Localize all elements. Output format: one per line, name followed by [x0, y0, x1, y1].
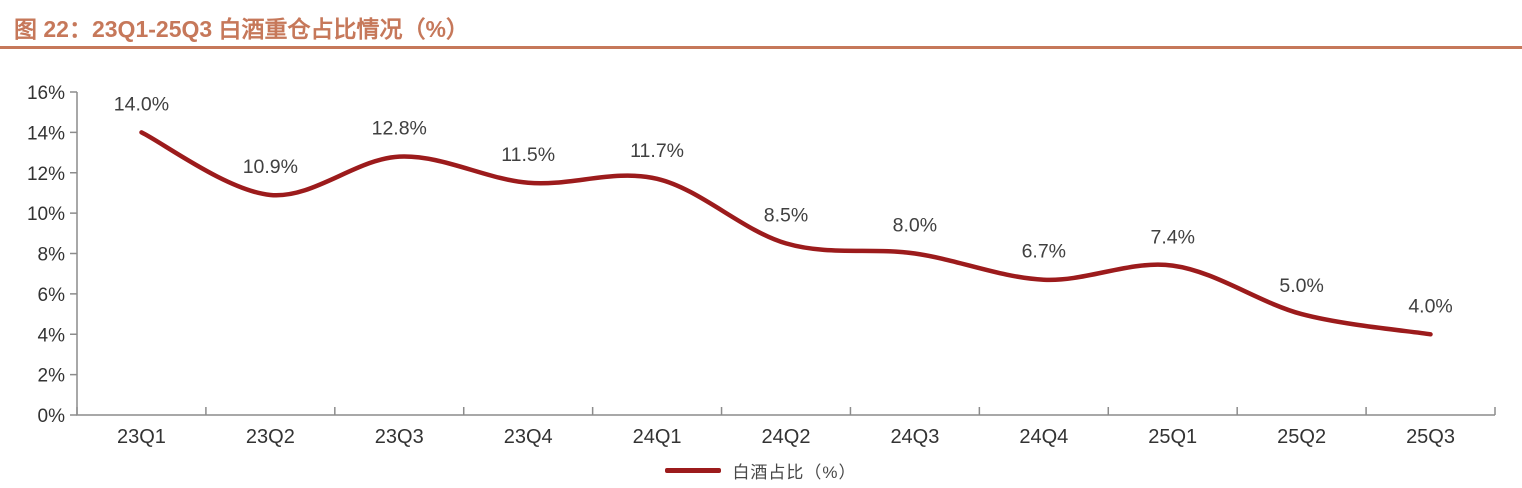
- data-label: 4.0%: [1408, 295, 1452, 317]
- data-label: 11.5%: [501, 144, 555, 166]
- data-label: 10.9%: [243, 156, 298, 178]
- y-axis-tick-label: 12%: [27, 164, 65, 185]
- x-axis-tick-label: 23Q1: [117, 426, 166, 448]
- y-axis-tick-label: 14%: [27, 123, 65, 144]
- baijiu-position-line-chart: 0% 2% 4% 6% 8% 10% 12% 14% 16% 23Q1 23Q2 23Q3 23Q4 24…: [27, 83, 1496, 448]
- data-label: 14.0%: [114, 93, 169, 115]
- y-axis-tick-label: 16%: [27, 83, 65, 104]
- data-label: 7.4%: [1151, 227, 1195, 249]
- y-axis-tick-label: 0%: [38, 406, 66, 427]
- x-axis-tick-label: 24Q4: [1019, 426, 1068, 448]
- data-label: 8.5%: [764, 204, 808, 226]
- x-axis-tick-label: 23Q3: [375, 426, 424, 448]
- x-axis-tick-label: 23Q2: [246, 426, 295, 448]
- x-axis-tick-label: 24Q2: [762, 426, 811, 448]
- data-label: 5.0%: [1279, 275, 1323, 297]
- y-axis-tick-label: 8%: [38, 245, 66, 266]
- x-axis-tick-label: 25Q2: [1277, 426, 1326, 448]
- title-underline: [0, 46, 1522, 49]
- data-label: 8.0%: [893, 215, 937, 237]
- x-axis-tick-label: 24Q1: [633, 426, 682, 448]
- data-label: 12.8%: [372, 118, 427, 140]
- x-axis-tick-label: 25Q1: [1148, 426, 1197, 448]
- data-label: 11.7%: [630, 140, 684, 162]
- x-axis-tick-label: 25Q3: [1406, 426, 1455, 448]
- y-axis-tick-label: 4%: [38, 325, 66, 346]
- series-line: [139, 130, 1433, 337]
- legend: 白酒占比（%）: [0, 458, 1522, 482]
- axis-line: [76, 92, 1495, 416]
- y-axis-tick-label: 2%: [38, 366, 66, 387]
- y-axis-tick-label: 6%: [38, 285, 66, 306]
- figure-title: 图 22：23Q1-25Q3 白酒重仓占比情况（%）: [14, 16, 470, 42]
- legend-label: 白酒占比（%）: [732, 462, 857, 482]
- data-label: 6.7%: [1022, 241, 1066, 263]
- legend-line-swatch: [665, 467, 722, 473]
- x-axis-tick-label: 23Q4: [504, 426, 553, 448]
- y-axis-tick-label: 10%: [27, 204, 65, 225]
- x-axis-tick-label: 24Q3: [890, 426, 939, 448]
